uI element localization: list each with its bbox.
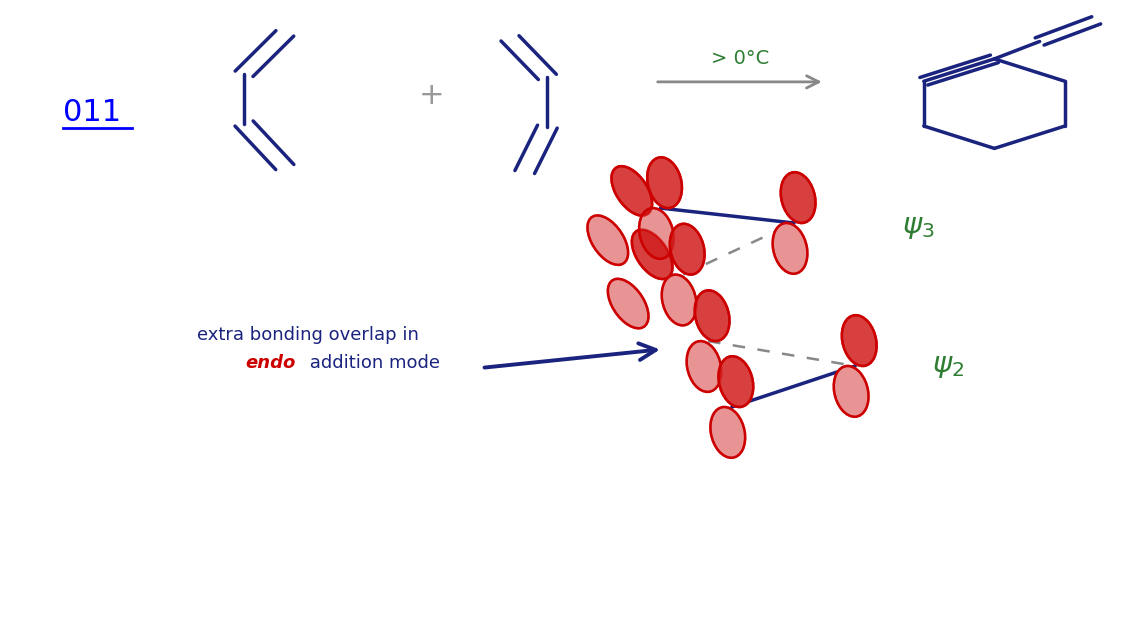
Ellipse shape <box>648 158 682 208</box>
Text: 011: 011 <box>63 98 121 127</box>
Text: extra bonding overlap in: extra bonding overlap in <box>196 326 418 344</box>
Text: +: + <box>420 81 445 110</box>
Ellipse shape <box>640 208 674 259</box>
Ellipse shape <box>773 223 807 274</box>
Ellipse shape <box>661 275 697 325</box>
Ellipse shape <box>718 356 754 407</box>
Ellipse shape <box>718 356 754 407</box>
Ellipse shape <box>640 208 674 259</box>
Ellipse shape <box>833 366 869 417</box>
Ellipse shape <box>608 279 649 328</box>
Ellipse shape <box>781 172 815 223</box>
Ellipse shape <box>670 224 705 275</box>
Ellipse shape <box>632 229 673 279</box>
Text: addition mode: addition mode <box>304 355 440 372</box>
Ellipse shape <box>710 407 746 458</box>
Ellipse shape <box>694 290 730 341</box>
Ellipse shape <box>648 158 682 208</box>
Ellipse shape <box>587 215 628 265</box>
Ellipse shape <box>694 290 730 341</box>
Ellipse shape <box>841 315 877 366</box>
Ellipse shape <box>833 366 869 417</box>
Text: $\psi_2$: $\psi_2$ <box>933 352 964 380</box>
Ellipse shape <box>611 166 652 215</box>
Text: $\psi_3$: $\psi_3$ <box>902 213 934 241</box>
Ellipse shape <box>686 341 722 392</box>
Ellipse shape <box>608 279 649 328</box>
Ellipse shape <box>710 407 746 458</box>
Ellipse shape <box>841 315 877 366</box>
Ellipse shape <box>611 166 652 215</box>
Ellipse shape <box>773 223 807 274</box>
Text: > 0°C: > 0°C <box>710 49 768 69</box>
Ellipse shape <box>781 172 815 223</box>
Ellipse shape <box>661 275 697 325</box>
Text: endo: endo <box>245 355 295 372</box>
Ellipse shape <box>587 215 628 265</box>
Ellipse shape <box>686 341 722 392</box>
Ellipse shape <box>632 229 673 279</box>
Ellipse shape <box>670 224 705 275</box>
